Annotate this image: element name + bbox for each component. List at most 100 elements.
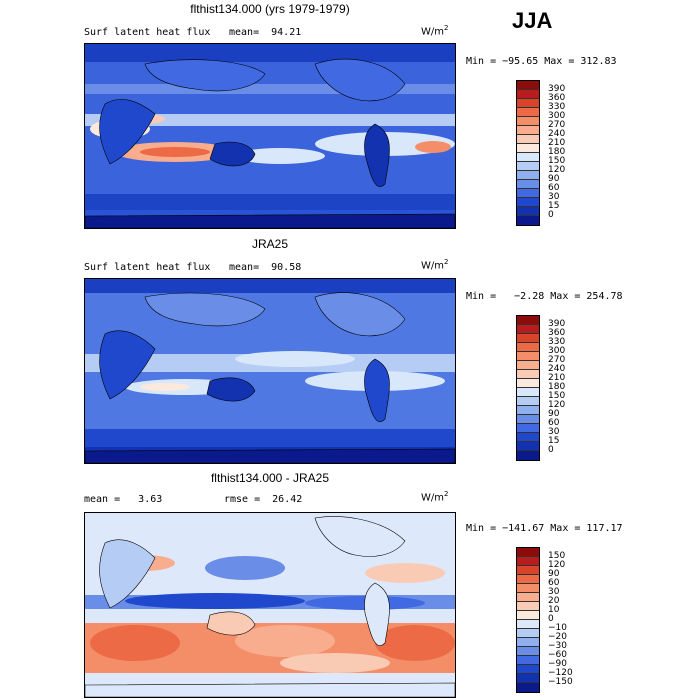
colorbar-swatch xyxy=(517,433,539,442)
colorbar-swatch xyxy=(517,180,539,189)
panel2-variable-label: Surf latent heat flux xyxy=(84,262,211,273)
colorbar-swatch xyxy=(517,90,539,99)
colorbar-tick-label: 0 xyxy=(548,613,554,624)
colorbar-tick-label: 150 xyxy=(548,155,566,166)
colorbar-swatch xyxy=(517,207,539,216)
panel3-colorbar xyxy=(516,547,540,693)
colorbar-swatch xyxy=(517,647,539,656)
colorbar-swatch xyxy=(517,406,539,415)
colorbar-swatch xyxy=(517,153,539,162)
colorbar-swatch xyxy=(517,397,539,406)
colorbar-tick-label: 10 xyxy=(548,604,560,615)
colorbar-swatch xyxy=(517,343,539,352)
colorbar-tick-label: 210 xyxy=(548,372,566,383)
colorbar-swatch xyxy=(517,189,539,198)
panel1-colorbar-ticks: 390 360 330 300 270 240 210 180 150 120 90 60 30 15 0 xyxy=(548,80,588,230)
colorbar-tick-label: −120 xyxy=(548,667,573,678)
colorbar-tick-label: 90 xyxy=(548,408,560,419)
colorbar-swatch xyxy=(517,388,539,397)
panel2-map xyxy=(84,278,456,464)
panel1-mean-label: mean= 94.21 xyxy=(229,27,302,38)
colorbar-tick-label: 15 xyxy=(548,200,560,211)
colorbar-swatch xyxy=(517,135,539,144)
colorbar-tick-label: −20 xyxy=(548,631,567,642)
colorbar-swatch xyxy=(517,442,539,451)
colorbar-swatch xyxy=(517,620,539,629)
colorbar-tick-label: −30 xyxy=(548,640,567,651)
panel2-units: W/m2 xyxy=(421,258,449,272)
panel2-minmax: Min = −2.28 Max = 254.78 xyxy=(466,291,623,302)
colorbar-tick-label: −60 xyxy=(548,649,567,660)
colorbar-tick-label: 0 xyxy=(548,444,554,455)
colorbar-tick-label: 15 xyxy=(548,435,560,446)
colorbar-tick-label: 20 xyxy=(548,595,560,606)
panel3-map-plot xyxy=(85,513,455,697)
colorbar-swatch xyxy=(517,638,539,647)
colorbar-swatch xyxy=(517,352,539,361)
colorbar-swatch xyxy=(517,325,539,334)
colorbar-swatch xyxy=(517,216,539,225)
panel2-colorbar-ticks: 390 360 330 300 270 240 210 180 150 120 90 60 30 15 0 xyxy=(548,315,588,465)
colorbar-tick-label: 150 xyxy=(548,550,566,561)
colorbar-tick-label: 90 xyxy=(548,568,560,579)
colorbar-swatch xyxy=(517,108,539,117)
colorbar-swatch xyxy=(517,611,539,620)
panel2-mean-label: mean= 90.58 xyxy=(229,262,302,273)
colorbar-swatch xyxy=(517,415,539,424)
colorbar-tick-label: 270 xyxy=(548,119,566,130)
colorbar-swatch xyxy=(517,334,539,343)
colorbar-swatch xyxy=(517,656,539,665)
colorbar-swatch xyxy=(517,548,539,557)
colorbar-swatch xyxy=(517,584,539,593)
colorbar-swatch xyxy=(517,99,539,108)
colorbar-tick-label: 210 xyxy=(548,137,566,148)
panel2-title: JRA25 xyxy=(251,237,289,251)
colorbar-tick-label: 330 xyxy=(548,336,566,347)
colorbar-tick-label: 300 xyxy=(548,110,566,121)
colorbar-tick-label: 240 xyxy=(548,363,566,374)
colorbar-tick-label: −90 xyxy=(548,658,567,669)
colorbar-tick-label: 120 xyxy=(548,164,566,175)
panel1-minmax: Min = −95.65 Max = 312.83 xyxy=(466,56,617,67)
season-label: JJA xyxy=(512,8,553,33)
panel3-map xyxy=(84,512,456,698)
panel1-map xyxy=(84,43,456,229)
panel1-map-plot xyxy=(85,44,455,228)
colorbar-tick-label: 60 xyxy=(548,417,560,428)
colorbar-tick-label: 180 xyxy=(548,146,566,157)
panel3-title: flthist134.000 - JRA25 xyxy=(210,471,330,485)
colorbar-tick-label: 360 xyxy=(548,327,566,338)
colorbar-swatch xyxy=(517,361,539,370)
panel1-title: flthist134.000 (yrs 1979-1979) xyxy=(190,2,350,16)
colorbar-swatch xyxy=(517,424,539,433)
colorbar-tick-label: 90 xyxy=(548,173,560,184)
colorbar-swatch xyxy=(517,370,539,379)
colorbar-tick-label: 270 xyxy=(548,354,566,365)
colorbar-swatch xyxy=(517,171,539,180)
colorbar-tick-label: 180 xyxy=(548,381,566,392)
colorbar-swatch xyxy=(517,162,539,171)
colorbar-tick-label: 60 xyxy=(548,577,560,588)
colorbar-swatch xyxy=(517,316,539,325)
panel3-units: W/m2 xyxy=(421,490,449,504)
colorbar-swatch xyxy=(517,683,539,692)
panel1-units: W/m2 xyxy=(421,24,449,38)
colorbar-tick-label: 240 xyxy=(548,128,566,139)
colorbar-swatch xyxy=(517,674,539,683)
colorbar-tick-label: 30 xyxy=(548,191,560,202)
colorbar-tick-label: 300 xyxy=(548,345,566,356)
colorbar-tick-label: 150 xyxy=(548,390,566,401)
colorbar-swatch xyxy=(517,126,539,135)
colorbar-swatch xyxy=(517,575,539,584)
colorbar-swatch xyxy=(517,557,539,566)
panel3-rmse-label: rmse = 26.42 xyxy=(224,494,303,505)
panel3-mean-label: mean = 3.63 xyxy=(84,494,163,505)
panel2-map-plot xyxy=(85,279,455,463)
colorbar-swatch xyxy=(517,602,539,611)
colorbar-swatch xyxy=(517,198,539,207)
panel3-minmax: Min = −141.67 Max = 117.17 xyxy=(466,523,623,534)
colorbar-swatch xyxy=(517,379,539,388)
colorbar-tick-label: 120 xyxy=(548,559,566,570)
colorbar-swatch xyxy=(517,665,539,674)
colorbar-tick-label: −10 xyxy=(548,622,567,633)
